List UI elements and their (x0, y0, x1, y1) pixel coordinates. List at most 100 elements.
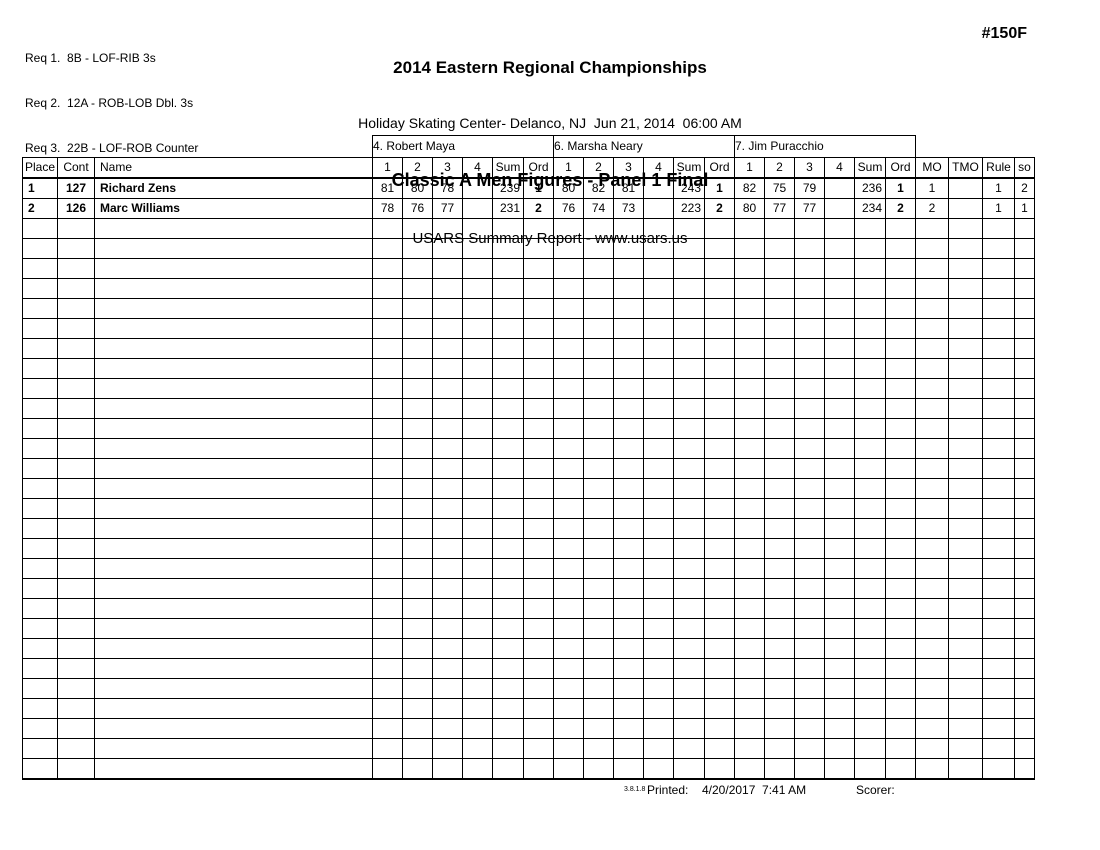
cell-mark (824, 218, 855, 239)
cell-mark (432, 498, 463, 519)
cell-sum (492, 558, 524, 579)
cell-cont (57, 598, 95, 619)
cell-ord (523, 738, 554, 759)
cell-rule (982, 738, 1015, 759)
cell-so (1014, 418, 1035, 439)
cell-mark (583, 498, 614, 519)
cell-name (94, 558, 373, 579)
empty-row (22, 418, 1035, 439)
cell-so (1014, 258, 1035, 279)
cell-mark (794, 678, 825, 699)
cell-mark (432, 738, 463, 759)
cell-so (1014, 338, 1035, 359)
cell-mark (794, 698, 825, 719)
cell-mark (583, 398, 614, 419)
cell-ord (523, 558, 554, 579)
cell-mark (402, 398, 433, 419)
cell-mark: 80 (553, 177, 584, 199)
cell-mark (764, 758, 795, 780)
cell-mark (613, 678, 644, 699)
cell-mark (432, 518, 463, 539)
cell-sum: 231 (492, 198, 524, 219)
cell-mark (372, 618, 403, 639)
cell-mark (794, 238, 825, 259)
cell-mark (824, 238, 855, 259)
cell-mark (553, 398, 584, 419)
cell-mark (583, 258, 614, 279)
cell-ord (523, 358, 554, 379)
cell-sum (854, 418, 886, 439)
cell-sum (854, 498, 886, 519)
empty-row (22, 318, 1035, 339)
cell-ord (523, 338, 554, 359)
cell-place (22, 398, 58, 419)
cell-mark (553, 278, 584, 299)
cell-sum (854, 538, 886, 559)
cell-mark: 77 (794, 198, 825, 219)
cell-name (94, 438, 373, 459)
cell-so (1014, 438, 1035, 459)
cell-mark (583, 458, 614, 479)
cell-name (94, 598, 373, 619)
cell-mark (402, 578, 433, 599)
cell-mo: 2 (915, 198, 949, 219)
cell-mark (643, 458, 674, 479)
cell-mark (553, 718, 584, 739)
cell-ord (885, 538, 916, 559)
cell-mark (643, 198, 674, 219)
cell-rule (982, 298, 1015, 319)
cell-ord (885, 238, 916, 259)
cell-place (22, 598, 58, 619)
cell-place (22, 378, 58, 399)
cell-ord (523, 638, 554, 659)
cell-name (94, 338, 373, 359)
cell-sum (854, 598, 886, 619)
empty-row (22, 498, 1035, 519)
cell-tmo (948, 398, 983, 419)
cell-mark (583, 758, 614, 780)
cell-mo (915, 278, 949, 299)
cell-mark (583, 438, 614, 459)
cell-mark (372, 758, 403, 780)
cell-sum (673, 558, 705, 579)
cell-mark (432, 318, 463, 339)
cell-sum (492, 538, 524, 559)
empty-row (22, 738, 1035, 759)
cell-ord (523, 478, 554, 499)
cell-name (94, 358, 373, 379)
cell-ord (704, 478, 735, 499)
cell-sum (673, 478, 705, 499)
cell-ord (523, 758, 554, 780)
cell-place (22, 218, 58, 239)
cell-mark (402, 438, 433, 459)
cell-mark (734, 578, 765, 599)
cell-mark (402, 278, 433, 299)
cell-mark (764, 258, 795, 279)
cell-cont (57, 558, 95, 579)
event-title: 2014 Eastern Regional Championships (393, 58, 707, 77)
cell-mark: 77 (432, 198, 463, 219)
cell-mark (432, 478, 463, 499)
cell-ord (885, 518, 916, 539)
cell-mark (432, 658, 463, 679)
cell-mark (734, 398, 765, 419)
cell-mark (794, 618, 825, 639)
cell-ord (704, 378, 735, 399)
cell-mark (643, 398, 674, 419)
cell-sum: 234 (854, 198, 886, 219)
cell-mark (643, 598, 674, 619)
cell-place (22, 718, 58, 739)
cell-rule (982, 358, 1015, 379)
cell-ord (704, 718, 735, 739)
cell-tmo (948, 718, 983, 739)
cell-place (22, 578, 58, 599)
cell-mark (372, 218, 403, 239)
cell-sum (854, 758, 886, 780)
empty-row (22, 478, 1035, 499)
column-header-cont: Cont (57, 157, 95, 179)
cell-sum (492, 418, 524, 439)
cell-rule (982, 438, 1015, 459)
cell-ord (523, 598, 554, 619)
cell-sum (854, 358, 886, 379)
column-header-3: 3 (432, 157, 463, 179)
